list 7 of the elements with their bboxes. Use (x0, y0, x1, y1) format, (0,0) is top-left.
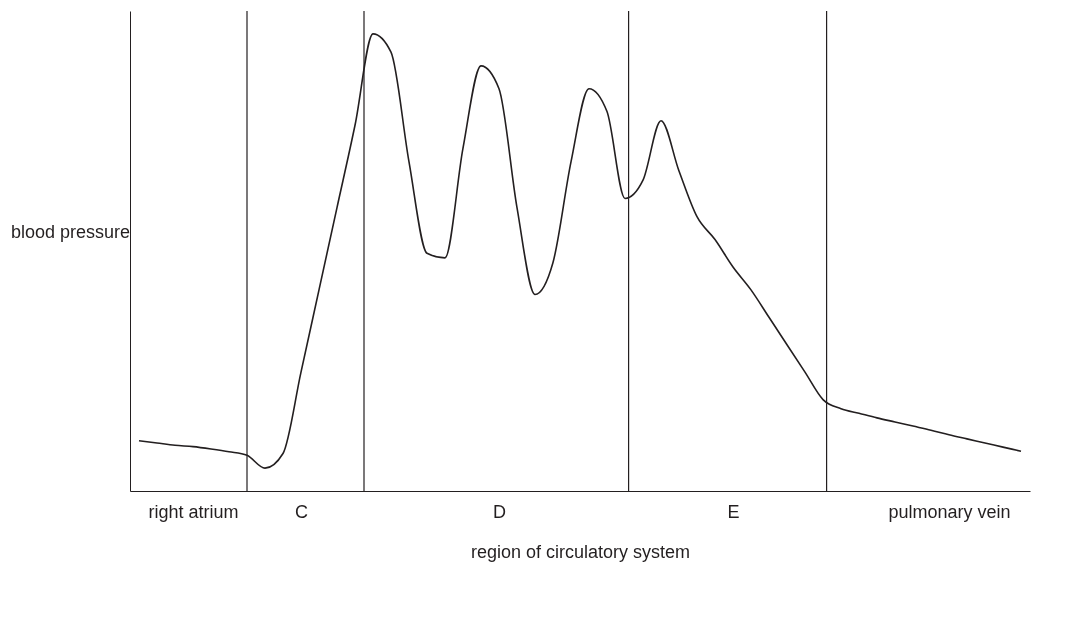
x-tick-label: E (727, 501, 740, 522)
x-tick-label: C (295, 501, 308, 522)
x-tick-label: D (493, 501, 506, 522)
x-axis-title: region of circulatory system (470, 541, 691, 562)
y-axis-title: blood pressure (10, 221, 131, 242)
x-tick-label: right atrium (148, 501, 239, 522)
x-tick-label: pulmonary vein (888, 501, 1011, 522)
